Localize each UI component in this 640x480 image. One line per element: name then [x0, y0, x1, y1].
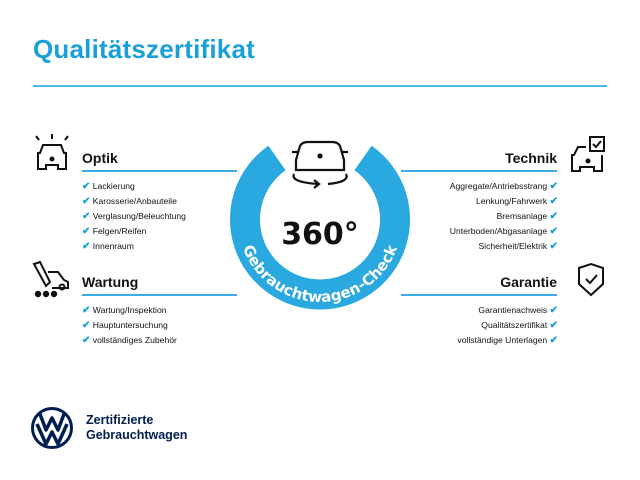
check-icon: ✔	[549, 226, 558, 237]
list-item: Unterboden/Abgasanlage ✔	[449, 226, 558, 237]
check-icon: ✔	[549, 211, 558, 222]
vw-logo	[31, 407, 73, 449]
technik-list: Aggregate/Antriebsstrang ✔ Lenkung/Fahrw…	[450, 179, 558, 254]
wartung-divider	[82, 294, 237, 296]
technik-heading: Technik	[505, 150, 557, 166]
check-icon: ✔	[549, 196, 558, 207]
car-checkbox-icon	[571, 136, 605, 172]
check-icon: ✔	[549, 305, 558, 316]
garantie-list: Garantienachweis ✔ Qualitätszertifikat ✔…	[457, 303, 558, 348]
list-item: ✔ Lackierung	[82, 181, 135, 192]
list-item: ✔ Verglasung/Beleuchtung	[82, 211, 186, 222]
optik-heading: Optik	[82, 150, 118, 166]
car-lights-icon	[35, 134, 69, 170]
shield-check-icon	[578, 262, 604, 297]
garantie-divider	[401, 294, 557, 296]
optik-divider	[82, 170, 237, 172]
check-icon: ✔	[82, 211, 91, 222]
car-service-icon	[32, 260, 69, 298]
list-item: ✔ vollständiges Zubehör	[82, 335, 177, 346]
check-icon: ✔	[549, 241, 558, 252]
list-item: Qualitätszertifikat ✔	[481, 320, 558, 331]
list-item: Garantienachweis ✔	[478, 305, 558, 316]
360-check-badge: Gebrauchtwagen-Check 360°	[230, 140, 410, 310]
technik-divider	[401, 170, 557, 172]
list-item: Bremsanlage ✔	[496, 211, 558, 222]
brand-text: Zertifizierte Gebrauchtwagen	[86, 413, 188, 442]
car-rotate-icon	[292, 140, 348, 189]
ring	[230, 145, 410, 310]
list-item: Aggregate/Antriebsstrang ✔	[449, 181, 558, 192]
list-item: Lenkung/Fahrwerk ✔	[476, 196, 558, 207]
wartung-list: ✔ Wartung/Inspektion ✔ Hauptuntersuchung…	[82, 303, 177, 348]
optik-list: ✔ Lackierung ✔ Karosserie/Anbauteile ✔ V…	[82, 179, 186, 254]
check-icon: ✔	[549, 320, 558, 331]
check-icon: ✔	[82, 241, 91, 252]
list-item: ✔ Hauptuntersuchung	[82, 320, 168, 331]
page-title: Qualitätszertifikat	[33, 34, 255, 64]
wartung-heading: Wartung	[82, 274, 139, 290]
check-icon: ✔	[82, 320, 91, 331]
list-item: vollständige Unterlagen ✔	[457, 335, 558, 346]
check-icon: ✔	[549, 335, 558, 346]
title-divider	[33, 85, 607, 87]
list-item: ✔ Karosserie/Anbauteile	[82, 196, 177, 207]
list-item: ✔ Wartung/Inspektion	[82, 305, 167, 316]
check-icon: ✔	[82, 305, 91, 316]
check-icon: ✔	[82, 226, 91, 237]
check-icon: ✔	[82, 181, 91, 192]
check-icon: ✔	[549, 181, 558, 192]
garantie-heading: Garantie	[500, 274, 557, 290]
degrees-label: 360°	[281, 217, 359, 252]
list-item: Sicherheit/Elektrik ✔	[478, 241, 558, 252]
list-item: ✔ Felgen/Reifen	[82, 226, 147, 237]
list-item: ✔ Innenraum	[82, 241, 134, 252]
check-icon: ✔	[82, 335, 91, 346]
check-icon: ✔	[82, 196, 91, 207]
